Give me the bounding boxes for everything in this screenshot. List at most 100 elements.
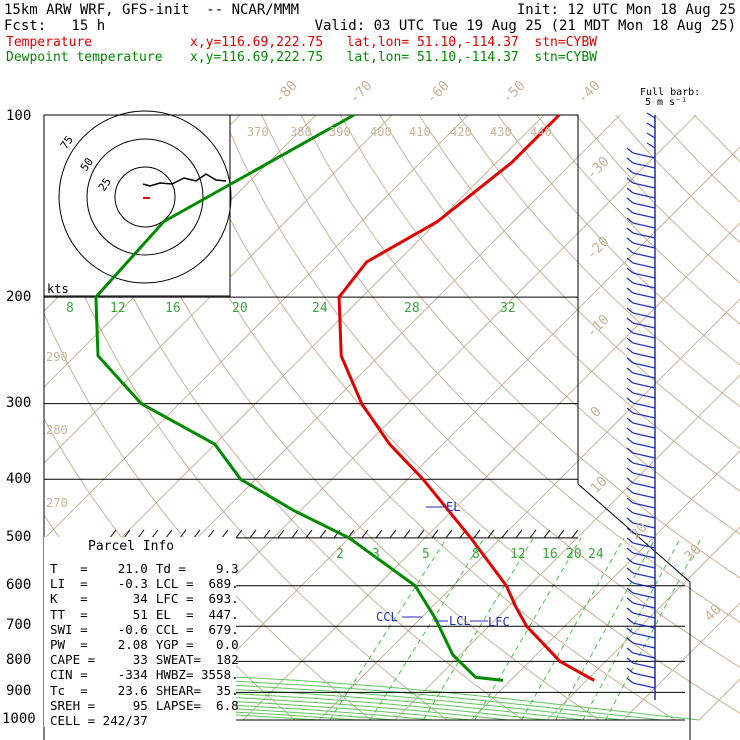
hodograph-ring-label: 25 [96,175,114,193]
wind-barb-feather [626,267,634,274]
mixing-ratio-label: 8 [66,301,74,316]
parcel-info-left: LI = -0.3 [50,576,148,592]
el-label: EL [446,500,460,514]
wind-barb [632,452,656,459]
dry-adiabat-line [261,115,740,623]
header-init-time: Init: 12 UTC Mon 18 Aug 25 [516,2,736,18]
pressure-label: 900 [6,683,31,699]
parcel-info-left: T = 21.0 [50,561,148,576]
dry-adiabat-line [64,115,524,721]
wind-barb [632,182,656,189]
pressure-label: 400 [6,471,31,487]
parcel-info-row: CAPE = 33 SWEAT= 182 [50,652,239,667]
parcel-info-row: CELL = 242/37 [50,713,239,728]
wind-barb [632,212,656,219]
moist-adiabat-line [44,667,700,721]
theta-labels: 370 380 390 400 410 420 430 440 290 280 … [46,125,552,510]
wind-barb [632,642,656,649]
wind-barb [632,322,656,329]
wind-barb [632,382,656,389]
wind-barb-feather [626,417,634,424]
hatch-mark [193,529,201,539]
parcel-info-left: Tc = 23.6 [50,682,148,698]
hatch-mark [487,529,495,539]
wind-barb [632,162,656,169]
wind-legend-unit: 5 m s⁻¹ [645,97,687,108]
hatch-mark [207,529,215,539]
mixing-ratio-label: 20 [232,301,248,316]
hatch-mark [571,529,579,539]
dry-adiabat-line [339,115,740,535]
wind-barb [632,372,656,379]
dry-adiabat-line [300,115,740,579]
dry-adiabat-line [379,115,740,492]
wind-barb-feather [626,387,634,394]
hodograph-ring-label: 75 [58,133,76,151]
parcel-info-right: LFC = 693. [155,591,239,607]
mixing-ratio-label: 24 [312,301,328,316]
wind-barb [632,232,656,239]
parcel-info-right: SWEAT= 182 [155,652,239,668]
parcel-info-right: Td = 9.3 [155,561,239,576]
wind-barb [632,432,656,439]
hatch-mark [277,529,285,539]
wind-barb-feather [626,587,634,594]
dry-adiabat-line [44,186,448,721]
header-forecast-hour: Fcst: 15 h [4,18,106,34]
wind-barb [632,202,656,209]
wind-barb [632,532,656,539]
mixing-ratio-label: 16 [165,301,181,316]
theta-label: 370 [247,125,269,139]
hatch-mark [557,529,565,539]
parcel-info-left: PW = 2.08 [50,637,148,653]
dewpoint-profile [94,115,504,682]
parcel-info-row: PW = 2.08 YGP = 0.0 [50,637,239,652]
theta-label: 420 [450,125,472,139]
mixing-ratio-labels: 8 12 16 20 24 28 32 2 3 5 8 12 16 20 24 [66,301,604,562]
wind-barb-feather [626,397,634,404]
wind-barb-feather [626,327,634,334]
mixing-ratio-label: 8 [472,547,480,562]
wind-barb-feather [626,277,634,284]
theta-label: 390 [329,125,351,139]
dewpoint-legend-label: Dewpoint temperature [6,50,163,65]
wind-barb-feather [626,547,634,554]
parcel-info-left: TT = 51 [50,606,148,622]
wind-barb [632,222,656,229]
isotherm-label: -60 [424,78,453,107]
wind-barb [632,192,656,199]
isotherm-label: 30 [682,542,705,565]
wind-barb-feather [626,337,634,344]
wind-barb-feather [626,667,634,674]
wind-barb-feather [626,567,634,574]
wind-legend: Full barb: 5 m s⁻¹ [640,87,700,108]
wind-barb [632,652,656,659]
wind-barb-feather [626,247,634,254]
temperature-profile [337,115,595,682]
parcel-info-panel: Parcel Info T = 21.0 Td = 9.3 LI = -0.3 LCL… [44,537,239,728]
dry-adiabat-line [221,115,740,668]
plot-frame [44,114,691,740]
wind-barb [632,622,656,629]
theta-label: 440 [530,125,552,139]
wind-barb [646,112,656,119]
hatch-mark [151,529,159,539]
pressure-label: 200 [6,289,31,305]
dry-adiabat-line [457,115,740,408]
wind-barb [632,502,656,509]
hatch-mark [221,529,229,539]
isotherm-line [546,526,740,721]
wind-barb [632,252,656,259]
wind-barb [632,542,656,549]
pressure-label: 1000 [2,711,36,727]
wind-barb-feather [626,637,634,644]
dry-adiabat-line [103,115,600,721]
dry-adiabat-line [615,115,740,244]
wind-barb [632,592,656,599]
mixing-ratio-line [521,537,625,721]
isotherm-line [44,115,393,464]
hodograph-ring [86,138,204,256]
mixing-ratio-label: 16 [542,547,558,562]
wind-barb-feather [626,447,634,454]
mixing-ratio-label: 24 [588,547,604,562]
